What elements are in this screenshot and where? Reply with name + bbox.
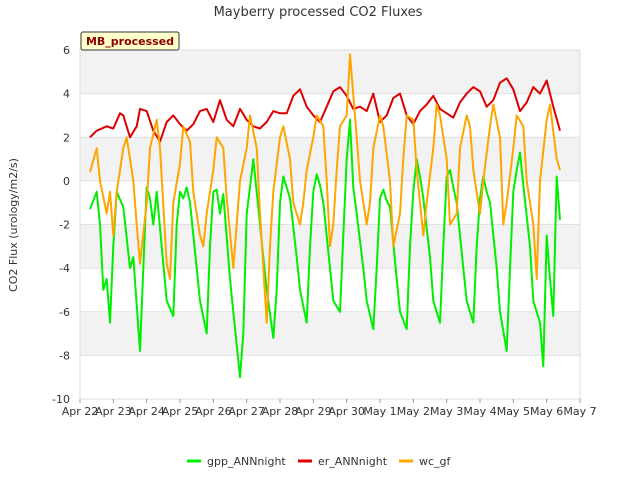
x-tick-label: Apr 29 bbox=[295, 405, 332, 418]
y-tick-label: 6 bbox=[63, 44, 70, 57]
x-tick-label: Apr 30 bbox=[328, 405, 365, 418]
x-tick-label: Apr 25 bbox=[162, 405, 199, 418]
y-axis-ticks: -10 -8 -6 -4 -2 0 2 4 6 bbox=[52, 44, 70, 406]
dataset-tag: MB_processed bbox=[80, 31, 180, 51]
x-tick-label: May 7 bbox=[563, 405, 596, 418]
legend-label: er_ANNnight bbox=[318, 455, 388, 468]
x-tick-label: May 4 bbox=[463, 405, 496, 418]
x-tick-label: Apr 28 bbox=[262, 405, 299, 418]
y-axis-title: CO2 Flux (urology/m2/s) bbox=[7, 158, 20, 292]
grid-band bbox=[80, 137, 580, 181]
y-tick-label: -4 bbox=[59, 262, 70, 275]
legend-item-wc-gf: wc_gf bbox=[399, 455, 452, 468]
plot-area bbox=[79, 49, 581, 400]
y-tick-label: 2 bbox=[63, 131, 70, 144]
series-line-er-annnight bbox=[89, 77, 561, 143]
x-tick-label: May 5 bbox=[497, 405, 530, 418]
y-tick-label: 0 bbox=[63, 175, 70, 188]
grid-band bbox=[80, 355, 580, 399]
legend-label: gpp_ANNnight bbox=[207, 455, 286, 468]
x-tick-label: Apr 22 bbox=[62, 405, 99, 418]
legend-item-gpp-annnight: gpp_ANNnight bbox=[187, 455, 286, 468]
x-tick-label: Apr 24 bbox=[128, 405, 165, 418]
x-tick-label: May 3 bbox=[430, 405, 463, 418]
y-tick-label: -8 bbox=[59, 349, 70, 362]
x-tick-label: Apr 23 bbox=[95, 405, 132, 418]
legend-label: wc_gf bbox=[419, 455, 452, 468]
series-layer bbox=[89, 53, 561, 379]
legend-item-er-annnight: er_ANNnight bbox=[298, 455, 388, 468]
x-tick-label: May 2 bbox=[397, 405, 430, 418]
x-tick-label: Apr 27 bbox=[228, 405, 265, 418]
dataset-tag-label: MB_processed bbox=[86, 35, 174, 48]
y-tick-label: -10 bbox=[52, 393, 70, 406]
grid-band bbox=[80, 311, 580, 356]
dataset-tag-box bbox=[80, 31, 180, 51]
chart-title: Mayberry processed CO2 Fluxes bbox=[214, 5, 423, 20]
x-tick-label: May 1 bbox=[363, 405, 396, 418]
grid-band bbox=[80, 50, 580, 94]
y-tick-label: -2 bbox=[59, 219, 70, 232]
legend: gpp_ANNnight er_ANNnight wc_gf bbox=[187, 455, 452, 468]
series-line-wc-gf bbox=[89, 53, 561, 324]
x-tick-label: Apr 26 bbox=[195, 405, 232, 418]
y-tick-label: 4 bbox=[63, 88, 70, 101]
y-tick-label: -6 bbox=[59, 306, 70, 319]
x-tick-label: May 6 bbox=[530, 405, 563, 418]
